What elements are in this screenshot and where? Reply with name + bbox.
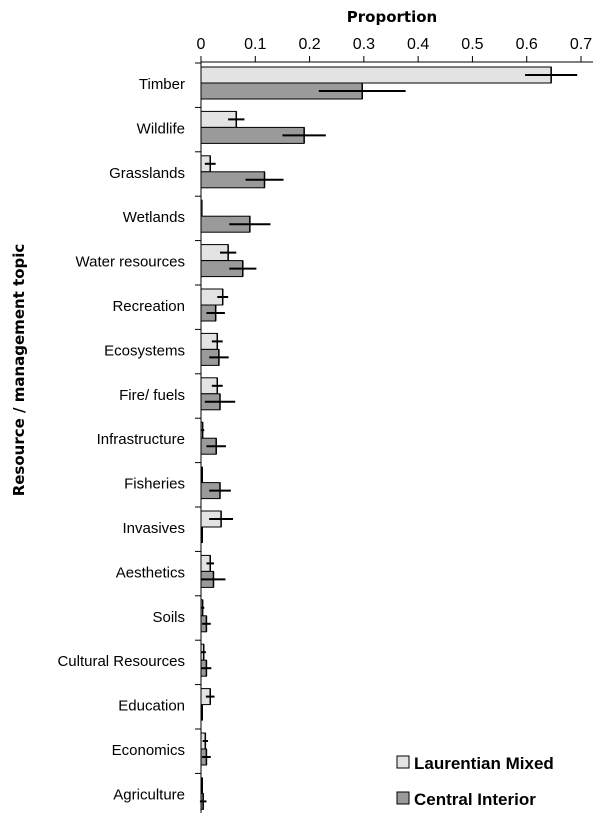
category-label-recreation: Recreation	[112, 298, 185, 315]
category-label-grasslands: Grasslands	[109, 165, 185, 182]
axes-layer	[195, 56, 593, 813]
category-label-timber: Timber	[139, 76, 185, 93]
legend-label-laurentian-mixed: Laurentian Mixed	[414, 754, 554, 773]
x-tick-label: 0.2	[298, 36, 320, 53]
x-tick-label: 0	[197, 36, 206, 53]
category-label-cultural-resources: Cultural Resources	[57, 653, 185, 670]
category-label-fisheries: Fisheries	[124, 476, 185, 493]
category-label-economics: Economics	[112, 742, 185, 759]
x-tick-label: 0.6	[516, 36, 538, 53]
bar-laurentian-mixed-timber	[200, 66, 552, 84]
x-tick-label: 0.3	[353, 36, 375, 53]
legend: Laurentian Mixed Central Interior	[396, 754, 554, 809]
category-label-invasives: Invasives	[122, 520, 185, 537]
x-tick-label: 0.4	[407, 36, 429, 53]
legend-swatch-central-interior	[396, 791, 410, 805]
category-label-fire-fuels: Fire/ fuels	[119, 387, 185, 404]
category-label-aesthetics: Aesthetics	[116, 564, 185, 581]
category-label-infrastructure: Infrastructure	[97, 431, 185, 448]
x-tick-label: 0.1	[244, 36, 266, 53]
category-label-ecosystems: Ecosystems	[104, 342, 185, 359]
bar-laurentian-mixed-wetlands	[200, 199, 203, 217]
category-label-wetlands: Wetlands	[123, 209, 185, 226]
category-label-wildlife: Wildlife	[137, 120, 185, 137]
y-axis-title: Resource / management topic	[10, 244, 28, 497]
x-tick-label: 0.5	[461, 36, 483, 53]
legend-label-central-interior: Central Interior	[414, 790, 536, 809]
bars-layer	[199, 66, 578, 810]
legend-swatch-laurentian-mixed	[396, 755, 410, 769]
labels-layer: 0 0.1 0.2 0.3 0.4 0.5 0.6 0.7 Timber Wildlife Gras…	[57, 36, 592, 803]
category-label-soils: Soils	[152, 609, 185, 626]
x-tick-label: 0.7	[570, 36, 592, 53]
category-label-agriculture: Agriculture	[113, 786, 185, 803]
category-label-water-resources: Water resources	[76, 254, 185, 271]
category-label-education: Education	[118, 698, 185, 715]
x-axis-title: Proportion	[347, 8, 437, 26]
